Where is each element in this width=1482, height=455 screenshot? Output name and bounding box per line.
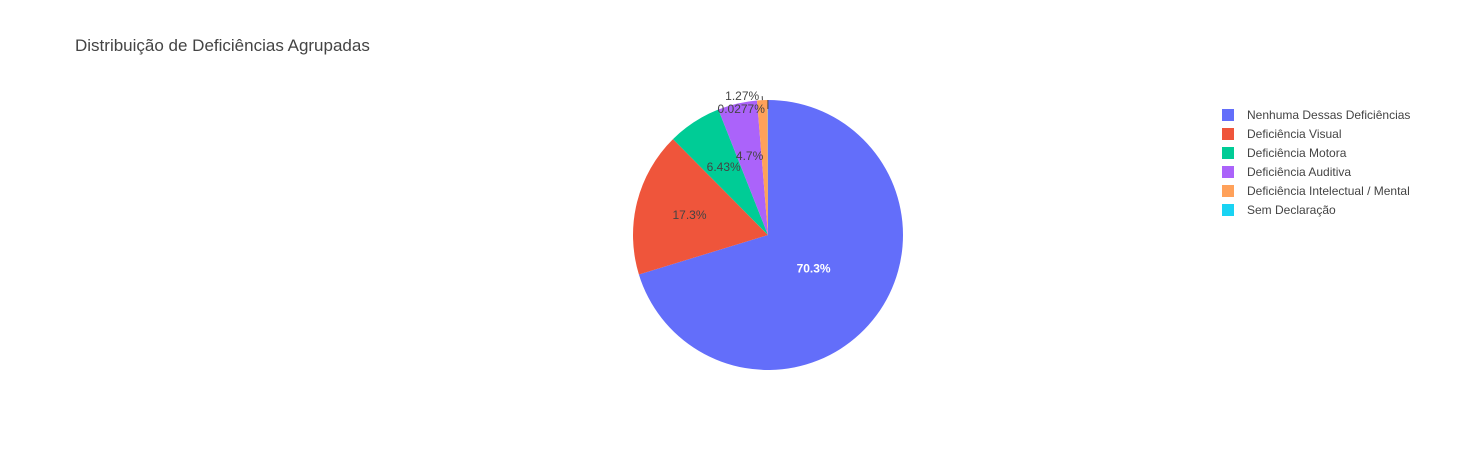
pie-slices: [633, 100, 903, 370]
legend-swatch: [1222, 185, 1234, 197]
legend-swatch: [1222, 147, 1234, 159]
legend-item-defici-ncia-visual[interactable]: Deficiência Visual: [1222, 127, 1342, 141]
slice-defici-ncia-intelectual-mental-label: 1.27%: [725, 89, 759, 103]
legend-swatch: [1222, 166, 1234, 178]
legend-label: Nenhuma Dessas Deficiências: [1247, 108, 1410, 122]
slice-defici-ncia-auditiva-label: 4.7%: [736, 149, 764, 163]
slice-sem-declara-o-label: 0.0277%: [718, 102, 766, 116]
legend-label: Deficiência Visual: [1247, 127, 1342, 141]
legend-label: Deficiência Auditiva: [1247, 165, 1351, 179]
legend-item-nenhuma-dessas-defici-ncias[interactable]: Nenhuma Dessas Deficiências: [1222, 108, 1410, 122]
legend-label: Deficiência Motora: [1247, 146, 1347, 160]
chart-title: Distribuição de Deficiências Agrupadas: [75, 36, 370, 55]
legend-swatch: [1222, 128, 1234, 140]
legend-item-defici-ncia-auditiva[interactable]: Deficiência Auditiva: [1222, 165, 1351, 179]
legend-item-defici-ncia-intelectual-mental[interactable]: Deficiência Intelectual / Mental: [1222, 184, 1410, 198]
legend-item-sem-declara-o[interactable]: Sem Declaração: [1222, 203, 1336, 217]
legend: Nenhuma Dessas Deficiências Deficiência V…: [1222, 108, 1410, 217]
legend-swatch: [1222, 204, 1234, 216]
slice-nenhuma-dessas-defici-ncias-label: 70.3%: [797, 262, 831, 276]
slice-defici-ncia-visual-label: 17.3%: [672, 208, 706, 222]
legend-label: Sem Declaração: [1247, 203, 1336, 217]
legend-item-defici-ncia-motora[interactable]: Deficiência Motora: [1222, 146, 1347, 160]
legend-swatch: [1222, 109, 1234, 121]
legend-label: Deficiência Intelectual / Mental: [1247, 184, 1410, 198]
